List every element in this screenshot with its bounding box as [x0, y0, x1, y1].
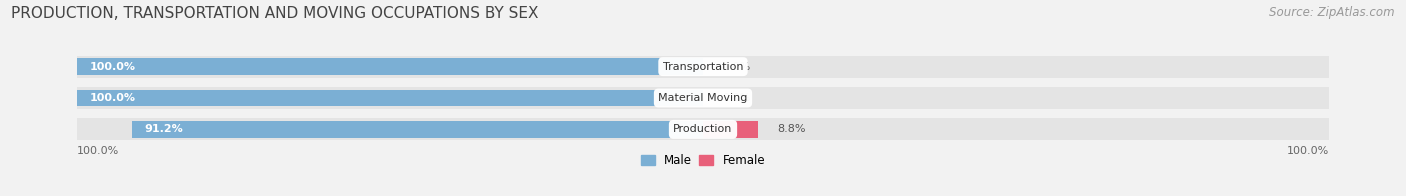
Text: Production: Production	[673, 124, 733, 134]
Text: 100.0%: 100.0%	[77, 146, 120, 156]
Bar	[132, 121, 703, 138]
Text: 100.0%: 100.0%	[89, 62, 135, 72]
Bar	[77, 56, 1329, 78]
Bar	[77, 118, 1329, 140]
Text: 100.0%: 100.0%	[1286, 146, 1329, 156]
Text: 91.2%: 91.2%	[145, 124, 183, 134]
Bar	[77, 87, 1329, 109]
Text: 100.0%: 100.0%	[89, 93, 135, 103]
Bar	[77, 58, 703, 75]
Text: Transportation: Transportation	[662, 62, 744, 72]
Legend: Male, Female: Male, Female	[641, 154, 765, 167]
Text: Source: ZipAtlas.com: Source: ZipAtlas.com	[1270, 6, 1395, 19]
Bar	[703, 121, 758, 138]
Bar	[77, 90, 703, 106]
Text: 8.8%: 8.8%	[778, 124, 806, 134]
Text: Material Moving: Material Moving	[658, 93, 748, 103]
Text: 0.0%: 0.0%	[721, 93, 749, 103]
Text: 0.0%: 0.0%	[721, 62, 749, 72]
Text: PRODUCTION, TRANSPORTATION AND MOVING OCCUPATIONS BY SEX: PRODUCTION, TRANSPORTATION AND MOVING OC…	[11, 6, 538, 21]
